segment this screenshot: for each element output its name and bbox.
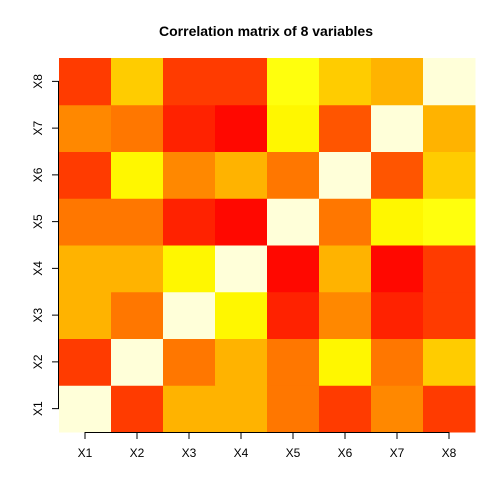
heatmap-cell-x3-x2 [111,291,164,339]
heatmap-cell-x6-x3 [163,151,216,199]
heatmap-cell-x6-x8 [423,151,476,199]
heatmap-cell-x4-x7 [371,245,424,293]
heatmap-cell-x8-x8 [423,58,476,106]
heatmap-cell-x5-x2 [111,198,164,246]
heatmap-cell-x6-x6 [319,151,372,199]
y-tick-label: X2 [31,354,45,369]
y-tick-label: X6 [31,167,45,182]
heatmap-cell-x6-x2 [111,151,164,199]
heatmap-cell-x2-x7 [371,338,424,386]
heatmap-cell-x7-x2 [111,104,164,152]
heatmap-cell-x3-x1 [59,291,112,339]
heatmap-cell-x8-x5 [267,58,320,106]
heatmap-cell-x1-x8 [423,385,476,433]
heatmap-cell-x5-x6 [319,198,372,246]
y-tick-label: X3 [31,307,45,322]
x-tick-label: X4 [234,446,249,460]
heatmap-cell-x7-x5 [267,104,320,152]
heatmap-cell-x1-x1 [59,385,112,433]
heatmap-cell-x3-x4 [215,291,268,339]
heatmap-cell-x5-x7 [371,198,424,246]
heatmap-cell-x7-x8 [423,104,476,152]
heatmap-cell-x1-x4 [215,385,268,433]
y-tick-label: X4 [31,261,45,276]
heatmap-cell-x4-x4 [215,245,268,293]
heatmap-cell-x3-x6 [319,291,372,339]
heatmap-cell-x6-x4 [215,151,268,199]
x-tick-label: X3 [182,446,197,460]
heatmap-cell-x2-x4 [215,338,268,386]
heatmap-cell-x1-x6 [319,385,372,433]
heatmap-cell-x8-x7 [371,58,424,106]
heatmap-cell-x1-x7 [371,385,424,433]
heatmap-cell-x3-x5 [267,291,320,339]
heatmap-cell-x2-x1 [59,338,112,386]
x-tick-label: X1 [78,446,93,460]
heatmap-cell-x2-x6 [319,338,372,386]
heatmap-cell-x4-x5 [267,245,320,293]
heatmap-cell-x7-x3 [163,104,216,152]
heatmap-cell-x6-x7 [371,151,424,199]
heatmap-cell-x3-x3 [163,291,216,339]
heatmap-cell-x4-x8 [423,245,476,293]
heatmap-cell-x2-x8 [423,338,476,386]
y-tick-label: X8 [31,74,45,89]
y-tick-label: X5 [31,214,45,229]
y-tick-label: X1 [31,401,45,416]
heatmap-cell-x5-x3 [163,198,216,246]
heatmap-cell-x3-x8 [423,291,476,339]
heatmap-cell-x8-x1 [59,58,112,106]
heatmap-cell-x3-x7 [371,291,424,339]
heatmap-cell-x4-x1 [59,245,112,293]
heatmap-cell-x6-x1 [59,151,112,199]
heatmap-cell-x6-x5 [267,151,320,199]
heatmap-cell-x8-x4 [215,58,268,106]
heatmap-cell-x7-x6 [319,104,372,152]
heatmap-cell-x4-x3 [163,245,216,293]
x-tick-label: X5 [286,446,301,460]
heatmap-cell-x5-x5 [267,198,320,246]
heatmap-cell-x2-x2 [111,338,164,386]
x-tick-label: X2 [130,446,145,460]
heatmap-cell-x1-x5 [267,385,320,433]
y-axis: X1 X2 X3 X4 X5 X6 X7 X8 [31,74,59,416]
heatmap-cell-x1-x3 [163,385,216,433]
heatmap-cell-x8-x2 [111,58,164,106]
y-tick-label: X7 [31,120,45,135]
heatmap-cell-x8-x6 [319,58,372,106]
heatmap-cell-x5-x4 [215,198,268,246]
x-tick-label: X6 [338,446,353,460]
heatmap-cell-x5-x8 [423,198,476,246]
x-axis: X1 X2 X3 X4 X5 X6 X7 X8 [78,432,457,460]
heatmap-cell-x1-x2 [111,385,164,433]
heatmap-cells [59,58,476,433]
heatmap-cell-x7-x4 [215,104,268,152]
heatmap-cell-x2-x3 [163,338,216,386]
heatmap-cell-x4-x2 [111,245,164,293]
x-tick-label: X8 [442,446,457,460]
heatmap-cell-x5-x1 [59,198,112,246]
heatmap-cell-x8-x3 [163,58,216,106]
heatmap-cell-x4-x6 [319,245,372,293]
chart-title: Correlation matrix of 8 variables [159,23,373,39]
x-tick-label: X7 [390,446,405,460]
heatmap-cell-x7-x7 [371,104,424,152]
heatmap-cell-x7-x1 [59,104,112,152]
heatmap-cell-x2-x5 [267,338,320,386]
